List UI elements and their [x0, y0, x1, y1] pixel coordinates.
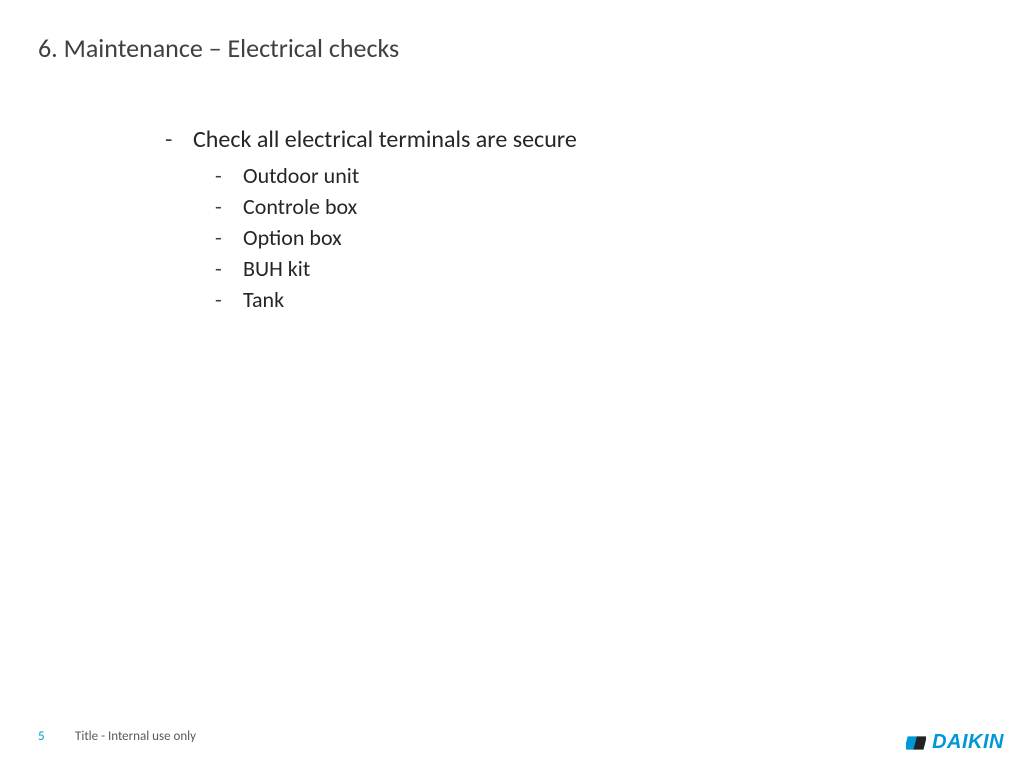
slide-title: 6. Maintenance – Electrical checks — [38, 32, 399, 64]
bullet-text: Outdoor unit — [243, 162, 359, 189]
page-number: 5 — [38, 729, 45, 744]
bullet-level2: -Tank — [215, 286, 577, 313]
bullet-level2: -Outdoor unit — [215, 162, 577, 189]
bullet-text: BUH kit — [243, 255, 310, 282]
bullet-text: Controle box — [243, 193, 357, 220]
bullet-text: Tank — [243, 286, 284, 313]
bullet-dash: - — [215, 162, 243, 189]
logo-mark-icon — [906, 733, 926, 753]
brand-logo: DAIKIN — [906, 731, 1004, 754]
bullet-text: Check all electrical terminals are secur… — [193, 125, 577, 154]
bullet-dash: - — [215, 193, 243, 220]
logo-text: DAIKIN — [932, 731, 1004, 754]
slide: 6. Maintenance – Electrical checks -Chec… — [0, 0, 1024, 768]
bullet-dash: - — [165, 125, 193, 154]
slide-content: -Check all electrical terminals are secu… — [165, 125, 577, 313]
bullet-level2: -BUH kit — [215, 255, 577, 282]
bullet-dash: - — [215, 286, 243, 313]
footer-text: Title - Internal use only — [75, 729, 196, 744]
bullet-level2: -Option box — [215, 224, 577, 251]
bullet-text: Option box — [243, 224, 342, 251]
bullet-dash: - — [215, 255, 243, 282]
bullet-level2: -Controle box — [215, 193, 577, 220]
bullet-level1: -Check all electrical terminals are secu… — [165, 125, 577, 154]
footer: 5 Title - Internal use only DAIKIN — [0, 718, 1024, 768]
bullet-dash: - — [215, 224, 243, 251]
